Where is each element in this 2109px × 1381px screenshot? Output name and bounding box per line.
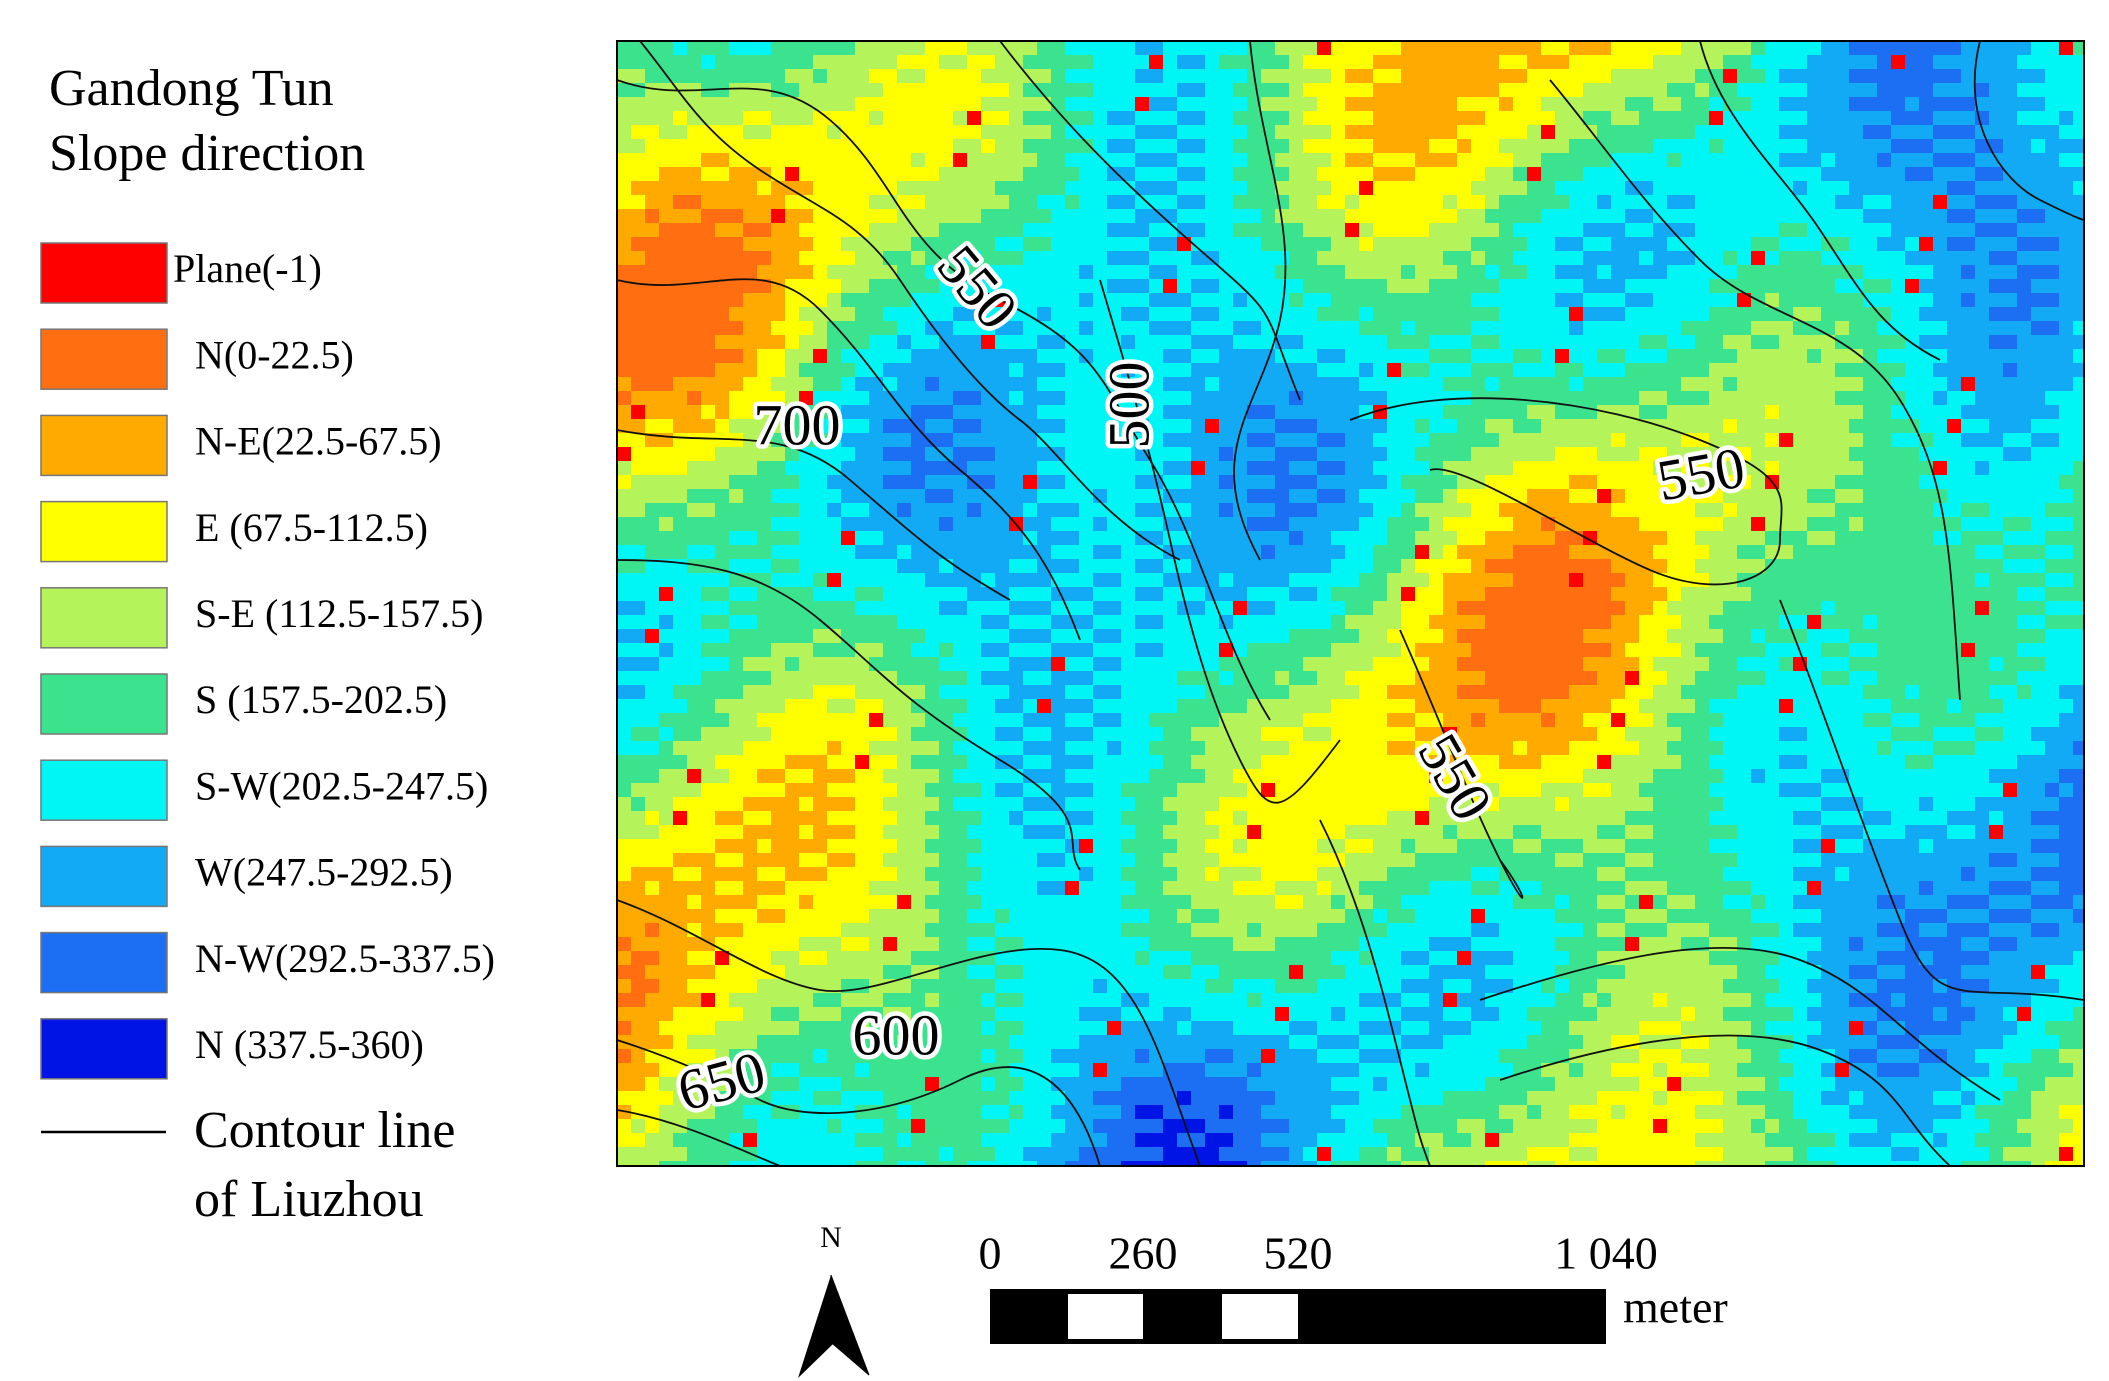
contour-line <box>1349 397 1783 586</box>
contour-line <box>1779 599 2084 1001</box>
legend-label: S (157.5-202.5) <box>195 677 447 722</box>
legend-label: N-W(292.5-337.5) <box>195 936 495 981</box>
legend-label: W(247.5-292.5) <box>195 850 453 895</box>
contour-line <box>1479 946 2001 1101</box>
contour-line <box>1499 1034 1951 1166</box>
contour-line <box>617 278 1081 641</box>
north-arrow <box>798 1275 833 1378</box>
map-frame <box>616 40 2085 1167</box>
legend-swatch <box>40 759 168 821</box>
legend-swatch <box>40 1018 168 1080</box>
scale-unit: meter <box>1623 1282 1728 1333</box>
contour-line <box>639 41 1181 561</box>
contour-line <box>617 1039 1101 1166</box>
scale-label: 0 <box>979 1228 1002 1279</box>
legend-swatch <box>40 673 168 735</box>
aspect-area <box>617 41 2084 1166</box>
legend-label: Plane(-1) <box>173 246 322 291</box>
legend-label: S-E (112.5-157.5) <box>195 591 483 636</box>
contour-line <box>617 79 1271 721</box>
contour-line <box>617 1109 781 1166</box>
aspect-area <box>617 41 1667 1119</box>
contour-label: 550 <box>1652 434 1749 513</box>
legend-label: Contour line <box>194 1102 455 1159</box>
legend-swatch <box>40 845 168 908</box>
map <box>617 41 2084 1166</box>
legend-label: of Liuzhou <box>194 1171 424 1228</box>
aspect-area <box>617 41 2084 1166</box>
scale-segment <box>1222 1294 1298 1339</box>
contour-line <box>1099 279 1341 804</box>
aspect-area <box>617 195 1625 1063</box>
contour-line <box>1973 41 2084 221</box>
contour-line <box>1699 41 1941 361</box>
north-arrow <box>830 1274 870 1376</box>
scale-label: 1 040 <box>1554 1228 1658 1279</box>
contour-line <box>1549 79 1961 701</box>
contour-label: 600 <box>853 1002 940 1067</box>
contour-label: 700 <box>754 392 841 457</box>
legend-title: Slope direction <box>49 125 365 182</box>
contour-line <box>1399 629 1524 899</box>
contour-line <box>999 41 1301 401</box>
legend-label: N(0-22.5) <box>195 332 354 377</box>
legend-label: E (67.5-112.5) <box>195 505 428 550</box>
scale-segment <box>1068 1294 1143 1339</box>
aspect-area <box>617 41 2084 1166</box>
legend-label: S-W(202.5-247.5) <box>195 763 488 808</box>
contour-line <box>1319 819 1431 1166</box>
legend-swatch <box>40 414 168 477</box>
legend-label: N-E(22.5-67.5) <box>195 419 442 464</box>
legend: Plane(-1) N(0-22.5) N-E(22.5-67.5) E (67.5-… <box>40 242 495 1080</box>
contour-line <box>617 429 1011 601</box>
legend-swatch <box>40 500 168 563</box>
aspect-area <box>883 41 2084 1166</box>
aspect-area <box>617 41 2084 1166</box>
legend-swatch <box>40 587 168 649</box>
legend-swatch <box>40 931 168 994</box>
scale-bar <box>990 1289 1606 1344</box>
contour-line <box>617 559 1081 871</box>
legend-swatch <box>40 328 168 390</box>
contour-line <box>617 899 1201 1166</box>
scale-label: 520 <box>1264 1228 1333 1279</box>
legend-title: Gandong Tun <box>49 60 334 117</box>
north-label: N <box>820 1221 842 1254</box>
aspect-area <box>1121 1091 1247 1166</box>
contour-label: 500 <box>1096 362 1161 449</box>
contour-line <box>1233 41 1287 561</box>
scale-label: 260 <box>1109 1228 1178 1279</box>
contours <box>617 41 2084 1166</box>
legend-label: N (337.5-360) <box>195 1022 424 1067</box>
legend-swatch <box>40 242 168 304</box>
